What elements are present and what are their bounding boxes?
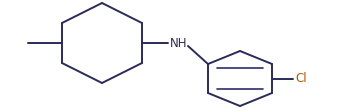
Text: NH: NH: [170, 37, 187, 50]
Text: Cl: Cl: [295, 72, 307, 85]
